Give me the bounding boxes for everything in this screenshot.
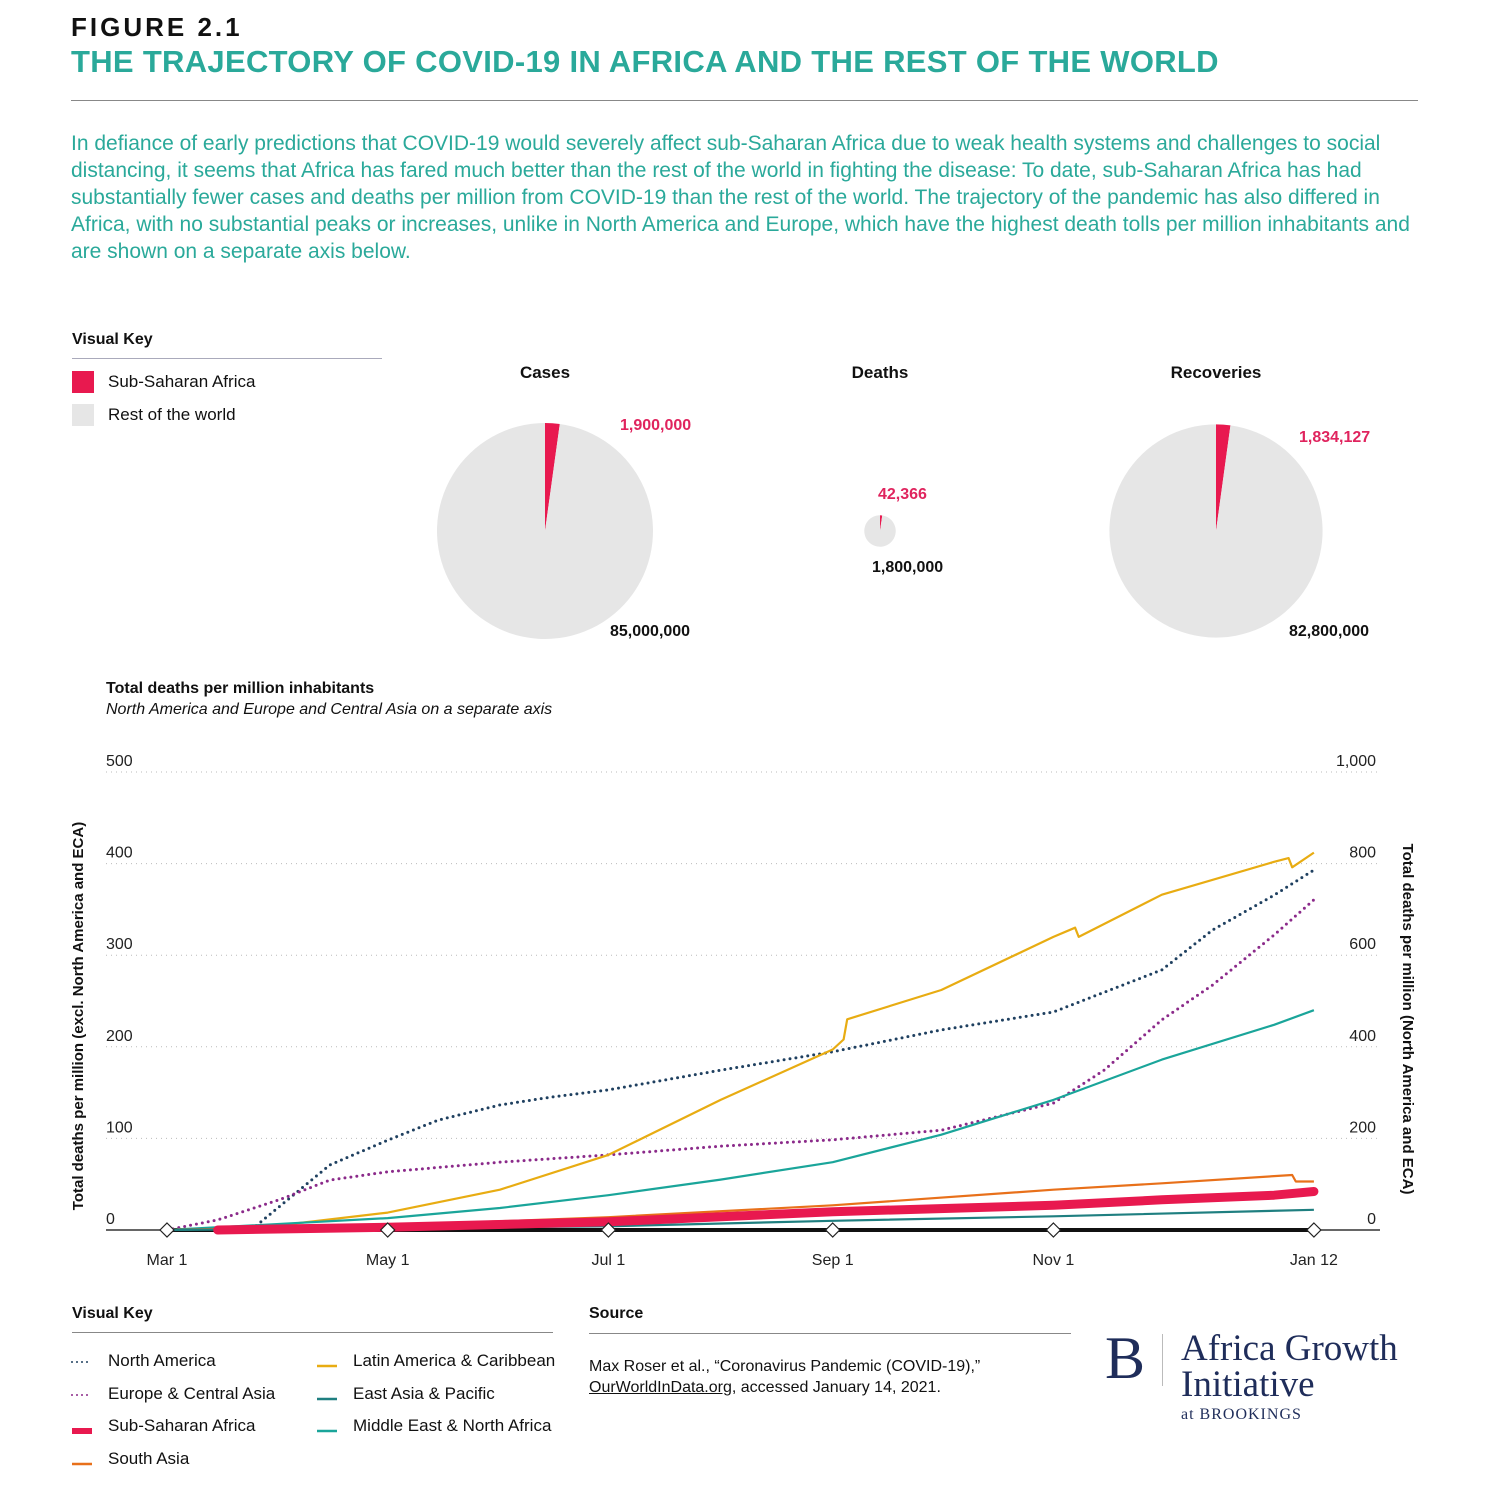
y-tick-label: 0 <box>106 1211 115 1228</box>
x-tick-label: Nov 1 <box>1033 1252 1075 1269</box>
x-tick-marker <box>1045 1222 1062 1238</box>
y-axis-label: Total deaths per million (excl. North Am… <box>70 822 87 1210</box>
legend-item: South Asia <box>70 1448 189 1470</box>
source-text: Max Roser et al., “Coronavirus Pandemic … <box>589 1358 981 1375</box>
y-tick-label: 300 <box>106 936 133 953</box>
logo-line2: Initiative <box>1181 1364 1315 1405</box>
y2-tick-label: 1,000 <box>1336 753 1376 770</box>
logo-line3: at BROOKINGS <box>1181 1406 1302 1423</box>
y2-tick-label: 0 <box>1367 1211 1376 1228</box>
pie-charts <box>437 423 1323 639</box>
y-tick-label: 100 <box>106 1119 133 1136</box>
x-tick-label: Sep 1 <box>812 1252 854 1269</box>
legend-label: Middle East & North Africa <box>353 1416 552 1435</box>
y-tick-label: 200 <box>106 1028 133 1045</box>
legend-label: Latin America & Caribbean <box>353 1351 556 1370</box>
series-line-europe-central-asia <box>165 898 1316 1232</box>
pie-slice-ssa <box>545 423 560 531</box>
chart-title: Total deaths per million inhabitants <box>106 680 375 697</box>
legend-label: South Asia <box>108 1449 190 1468</box>
source-title: Source <box>589 1305 644 1322</box>
pie-key-item: Sub-Saharan Africa <box>72 371 255 393</box>
y2-axis-label: Total deaths per million (North America … <box>1399 844 1416 1195</box>
y2-tick-label: 200 <box>1349 1119 1376 1136</box>
pie-label-ssa-deaths: 42,366 <box>878 486 927 503</box>
chart-subtitle: North America and Europe and Central Asi… <box>106 701 553 718</box>
legend-item: North America <box>70 1350 216 1372</box>
pie-key-title: Visual Key <box>72 331 153 348</box>
y-tick-label: 400 <box>106 845 133 862</box>
legend-item: Europe & Central Asia <box>70 1383 275 1405</box>
pie-label-ssa-recoveries: 1,834,127 <box>1299 429 1371 446</box>
line-swatch-icon <box>317 1397 337 1401</box>
brookings-logo: B Africa Growth Initiative at BROOKINGS <box>1105 1325 1425 1430</box>
pie-key-label: Rest of the world <box>108 405 236 424</box>
legend-label: Sub-Saharan Africa <box>108 1416 256 1435</box>
legend-item: Latin America & Caribbean <box>315 1350 555 1372</box>
line-swatch-icon <box>72 1462 92 1466</box>
line-chart: 0 0 100 200 200 400 300 600 400 800 500 1,000 Total … <box>70 753 1416 1269</box>
legend-title: Visual Key <box>72 1305 153 1322</box>
legend-item: Middle East & North Africa <box>315 1415 551 1437</box>
pie-label-row-deaths: 1,800,000 <box>872 559 944 576</box>
series-line-north-america <box>165 868 1316 1232</box>
swatch-icon <box>72 371 94 393</box>
line-swatch-icon <box>317 1429 337 1433</box>
y2-tick-label: 800 <box>1349 845 1376 862</box>
legend-label: Europe & Central Asia <box>108 1384 276 1403</box>
pie-slice-ssa <box>880 515 883 531</box>
pie-label-row-recoveries: 82,800,000 <box>1289 623 1370 640</box>
series-line-middle-east-north-africa <box>166 1009 1315 1232</box>
series-line-latin-america-caribbean <box>166 851 1315 1232</box>
dotted-line-icon <box>71 1394 93 1396</box>
y-tick-label: 500 <box>106 753 133 770</box>
pie-title-recoveries: Recoveries <box>1170 363 1262 382</box>
logo-mark: B <box>1105 1325 1146 1391</box>
legend-item: Sub-Saharan Africa <box>70 1415 255 1437</box>
y2-tick-label: 600 <box>1349 936 1376 953</box>
line-swatch-icon <box>317 1364 337 1368</box>
logo-line1: Africa Growth <box>1181 1328 1398 1369</box>
legend-label: North America <box>108 1351 216 1370</box>
x-tick-marker <box>1306 1222 1322 1238</box>
pie-slice-rest-of-world <box>1109 424 1323 638</box>
divider <box>72 358 382 359</box>
x-tick-label: Jan 12 <box>1290 1252 1338 1269</box>
x-tick-label: May 1 <box>366 1252 410 1269</box>
pie-label-ssa-cases: 1,900,000 <box>620 417 692 434</box>
source-citation: Max Roser et al., “Coronavirus Pandemic … <box>589 1356 1059 1398</box>
legend-item: East Asia & Pacific <box>315 1383 495 1405</box>
pie-key-label: Sub-Saharan Africa <box>108 372 256 391</box>
pie-title-cases: Cases <box>519 363 571 382</box>
x-tick-marker <box>159 1222 175 1238</box>
x-tick-marker <box>600 1222 617 1238</box>
source-text: , accessed January 14, 2021. <box>731 1379 941 1396</box>
line-swatch-icon <box>72 1428 92 1434</box>
source-link[interactable]: OurWorldInData.org <box>589 1379 732 1396</box>
y2-tick-label: 400 <box>1349 1028 1376 1045</box>
pie-slice-rest-of-world <box>437 423 653 639</box>
divider <box>1162 1334 1163 1386</box>
divider <box>71 100 1418 101</box>
pie-title-deaths: Deaths <box>851 363 909 382</box>
legend-label: East Asia & Pacific <box>353 1384 495 1403</box>
x-tick-label: Mar 1 <box>147 1252 188 1269</box>
pie-slice-ssa <box>1216 424 1231 531</box>
divider <box>589 1333 1071 1334</box>
x-tick-marker <box>379 1222 396 1238</box>
intro-text: In defiance of early predictions that CO… <box>71 132 1410 263</box>
figure-title: THE TRAJECTORY OF COVID-19 IN AFRICA AND… <box>71 44 1219 79</box>
figure-label: FIGURE 2.1 <box>71 12 243 42</box>
divider <box>72 1332 553 1333</box>
swatch-icon <box>72 404 94 426</box>
pie-key-item: Rest of the world <box>72 404 236 426</box>
pie-label-row-cases: 85,000,000 <box>610 623 691 640</box>
x-tick-marker <box>824 1222 841 1238</box>
x-tick-label: Jul 1 <box>591 1252 625 1269</box>
dotted-line-icon <box>71 1361 93 1363</box>
pie-slice-rest-of-world <box>864 515 896 547</box>
series-line-sub-saharan-africa <box>213 1187 1319 1235</box>
